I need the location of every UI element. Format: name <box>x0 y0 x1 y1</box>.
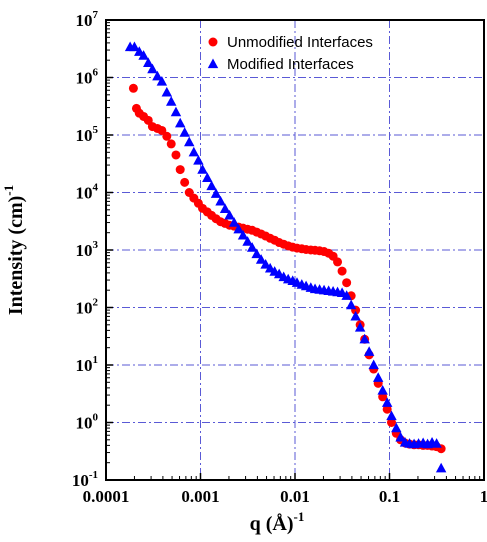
y-tick-label: 102 <box>76 297 99 318</box>
data-point <box>237 229 249 240</box>
y-axis-label: Intensity (cm)-1 <box>1 185 27 315</box>
data-point <box>255 254 267 264</box>
data-point <box>202 172 213 182</box>
data-points <box>124 41 447 473</box>
legend-label: Modified Interfaces <box>227 56 354 73</box>
data-point <box>138 50 149 60</box>
x-axis-label-main: q (Å) <box>250 512 294 535</box>
data-point <box>129 41 140 52</box>
data-point <box>152 70 163 81</box>
x-tick-label: 0.01 <box>280 487 310 506</box>
y-tick-labels: 10-1 100 101 102 103 104 105 106 107 <box>72 9 99 490</box>
data-point <box>128 83 138 93</box>
data-point <box>210 188 222 198</box>
data-point <box>395 431 406 442</box>
data-point <box>166 139 176 149</box>
data-point <box>171 150 181 160</box>
data-point <box>143 57 154 67</box>
data-point <box>431 438 442 448</box>
series-2 <box>124 41 447 473</box>
x-tick-label: 1 <box>480 487 487 506</box>
y-axis-label-main: Intensity (cm) <box>5 196 27 315</box>
y-axis-label-exponent: -1 <box>1 185 16 196</box>
legend: Unmodified Interfaces Modified Interfaces <box>207 34 373 73</box>
data-point <box>368 359 379 370</box>
data-point <box>175 165 185 175</box>
data-point <box>333 257 343 267</box>
x-axis-label-exponent: -1 <box>294 509 305 524</box>
data-point <box>341 290 352 300</box>
data-point <box>156 76 168 86</box>
y-tick-label: 104 <box>76 182 99 203</box>
data-point <box>215 195 226 206</box>
data-point <box>387 418 397 427</box>
legend-marker <box>208 37 218 47</box>
data-point <box>228 217 240 227</box>
x-tick-label: 0.001 <box>181 487 219 506</box>
data-point <box>359 333 370 344</box>
y-tick-label: 103 <box>76 239 99 260</box>
x-tick-label: 0.1 <box>379 487 400 506</box>
data-point <box>184 136 195 147</box>
data-point <box>435 462 447 473</box>
data-point <box>337 266 347 276</box>
data-point <box>260 258 271 269</box>
data-point <box>193 155 204 165</box>
data-point <box>246 242 258 252</box>
data-point <box>345 299 357 310</box>
y-tick-label: 105 <box>76 124 99 145</box>
legend-label: Unmodified Interfaces <box>227 34 373 51</box>
y-tick-label: 101 <box>76 354 99 375</box>
legend-marker <box>207 58 219 69</box>
data-point <box>251 248 262 259</box>
data-point <box>342 278 352 288</box>
data-point <box>391 422 402 433</box>
data-point <box>224 209 235 220</box>
data-point <box>170 106 182 117</box>
data-point <box>219 203 231 213</box>
data-point <box>372 372 384 382</box>
data-point <box>363 346 375 356</box>
series-1 <box>128 83 446 454</box>
data-point <box>233 223 244 234</box>
data-point <box>179 127 190 137</box>
y-tick-label: 107 <box>76 9 99 30</box>
data-point <box>386 410 397 421</box>
data-point <box>206 180 217 191</box>
data-point <box>350 310 361 321</box>
y-tick-label: 106 <box>76 67 99 88</box>
data-point <box>197 164 208 174</box>
x-axis-label: q (Å)-1 <box>250 509 305 535</box>
data-point <box>161 86 173 97</box>
x-tick-labels: 0.0001 0.001 0.01 0.1 1 <box>83 487 487 506</box>
data-point <box>174 117 186 128</box>
data-point <box>147 63 158 74</box>
y-tick-label: 100 <box>76 412 99 433</box>
x-tick-label: 0.0001 <box>83 487 130 506</box>
plot-frame <box>105 19 485 481</box>
data-point <box>188 146 200 157</box>
data-point <box>180 177 190 187</box>
y-tick-label: 10-1 <box>72 469 98 490</box>
data-point <box>162 131 172 141</box>
data-point <box>242 236 253 246</box>
data-point <box>382 404 392 414</box>
data-point <box>381 397 393 407</box>
data-point <box>354 321 366 332</box>
data-point <box>165 96 177 106</box>
data-point <box>377 385 388 395</box>
